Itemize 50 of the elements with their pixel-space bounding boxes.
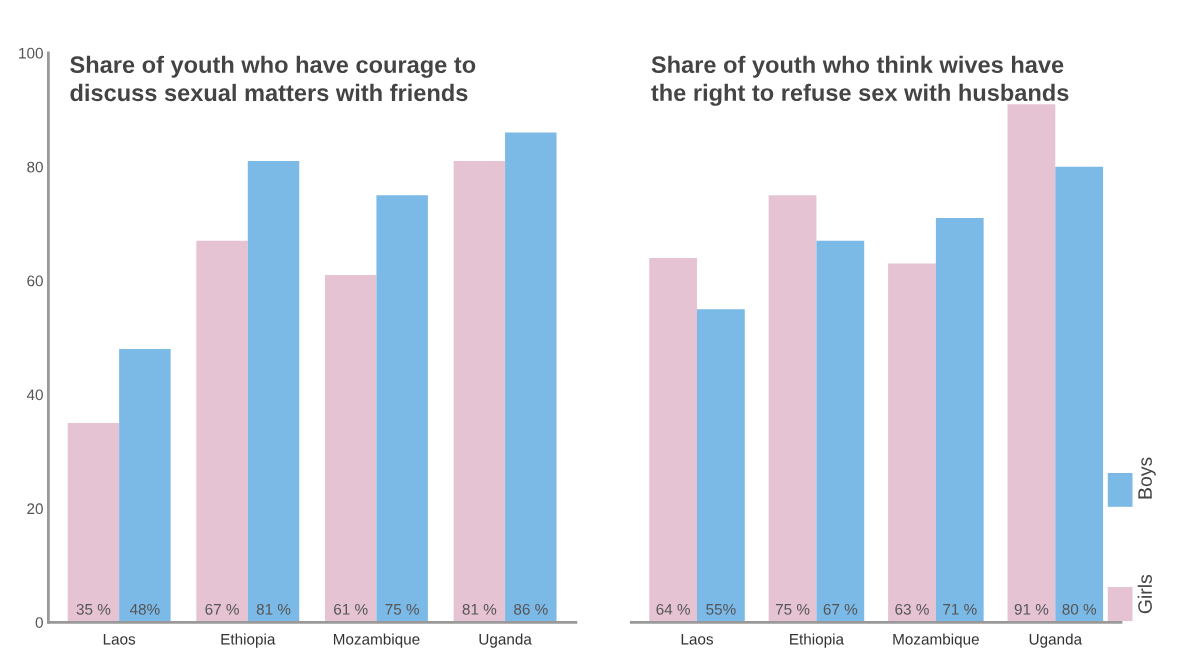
data-label: 67 % bbox=[205, 603, 239, 615]
data-label: 81 % bbox=[256, 603, 291, 615]
text: Share of youth who think wives have the right to refuse sex with husbands bbox=[651, 55, 1069, 106]
data-label: 55% bbox=[706, 603, 736, 615]
bar bbox=[196, 240, 248, 623]
bar bbox=[768, 195, 817, 623]
data-label: 75 % bbox=[385, 603, 420, 615]
y-tick-label: 80 bbox=[27, 161, 43, 173]
bar bbox=[1055, 166, 1104, 623]
data-label: 35 % bbox=[76, 603, 111, 615]
legend-label: Boys bbox=[1138, 457, 1156, 499]
data-label: 91 % bbox=[1014, 603, 1049, 615]
x-tick-label: Ethiopia bbox=[790, 633, 845, 648]
x-tick-label: Uganda bbox=[1029, 633, 1083, 648]
bar bbox=[376, 195, 428, 623]
y-tick-label: 0 bbox=[35, 617, 43, 628]
y-tick-label: 40 bbox=[26, 389, 43, 401]
bar bbox=[1007, 104, 1056, 623]
x-tick-label: Ethiopia bbox=[221, 633, 276, 648]
data-label: 67 % bbox=[823, 603, 858, 615]
data-label: 63 % bbox=[895, 603, 929, 615]
x-tick-label: Laos bbox=[681, 633, 714, 645]
legend-label: Girls bbox=[1137, 574, 1152, 614]
data-label: 81 % bbox=[462, 603, 497, 615]
bar bbox=[67, 423, 120, 623]
bar bbox=[935, 218, 984, 623]
y-tick-label: 100 bbox=[19, 47, 43, 59]
x-tick-label: Laos bbox=[103, 633, 136, 645]
data-label: 61 % bbox=[334, 603, 368, 615]
bar bbox=[453, 161, 506, 623]
bar bbox=[816, 240, 865, 623]
x-tick-label: Uganda bbox=[479, 633, 532, 648]
bar bbox=[888, 263, 936, 623]
x-tick-label: Mozambique bbox=[333, 633, 420, 648]
bar bbox=[649, 257, 697, 623]
data-label: 86 % bbox=[514, 603, 548, 615]
bar bbox=[324, 274, 377, 623]
x-tick-label: Mozambique bbox=[893, 633, 979, 648]
data-label: 80 % bbox=[1062, 603, 1097, 615]
data-label: 48% bbox=[129, 603, 160, 615]
y-tick-label: 20 bbox=[27, 503, 43, 515]
bar bbox=[247, 161, 300, 623]
data-label: 75 % bbox=[775, 603, 810, 615]
bar bbox=[119, 348, 171, 623]
data-label: 64 % bbox=[656, 603, 690, 615]
text: Share of youth who have courage to discuss sexual matters with friends bbox=[70, 55, 476, 102]
y-tick-label: 60 bbox=[27, 275, 43, 287]
data-label: 71 % bbox=[943, 603, 977, 615]
bar bbox=[696, 309, 745, 623]
bar bbox=[505, 132, 557, 623]
